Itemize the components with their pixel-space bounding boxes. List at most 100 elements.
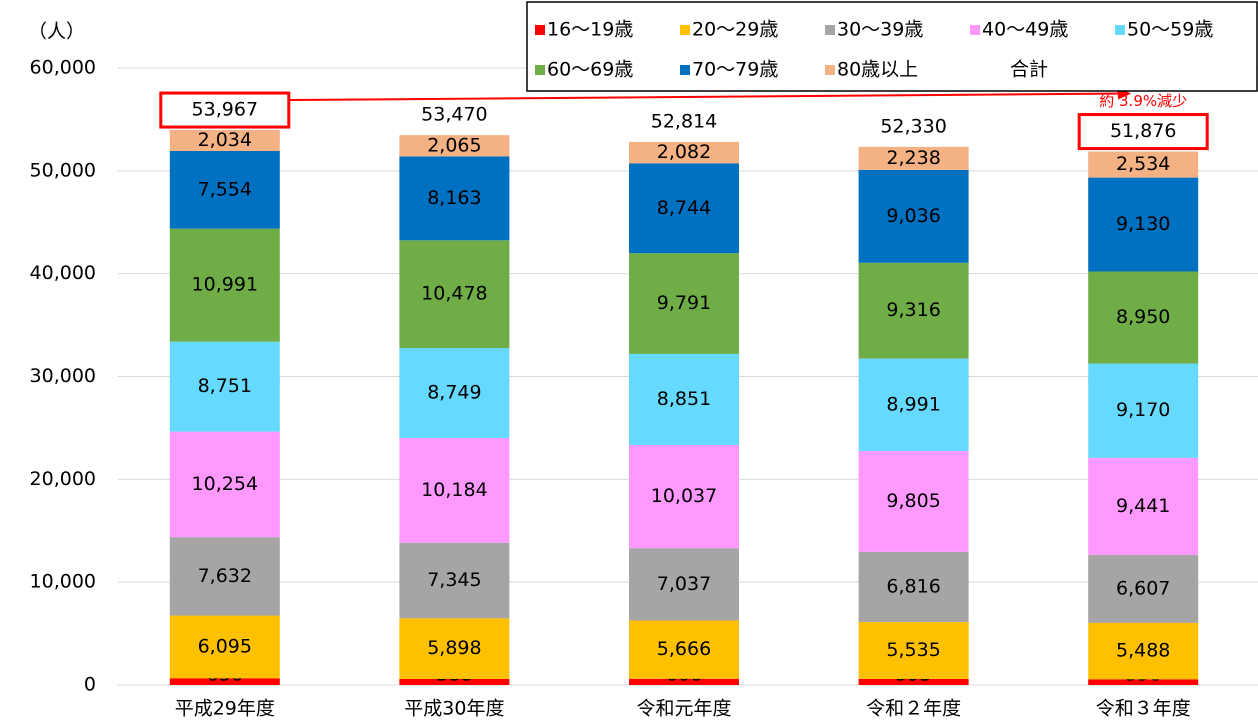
data-label: 7,037 — [657, 573, 711, 595]
total-label: 52,814 — [651, 110, 717, 132]
y-tick-label: 60,000 — [30, 57, 96, 79]
x-tick-label: 令和元年度 — [636, 698, 731, 720]
data-label: 9,791 — [657, 292, 711, 314]
bar-segment — [1088, 622, 1199, 680]
bar-segment — [1088, 679, 1199, 685]
data-label: 10,254 — [192, 473, 258, 495]
total-label: 51,876 — [1110, 120, 1176, 142]
legend-label: 50〜59歳 — [1127, 19, 1213, 41]
data-label: 5,488 — [1116, 640, 1170, 662]
bar-segment — [858, 358, 969, 452]
bar-segment — [399, 240, 510, 349]
x-tick-label: 平成30年度 — [404, 698, 504, 720]
data-label: 8,950 — [1116, 306, 1170, 328]
legend-label: 60〜69歳 — [547, 59, 633, 81]
bar-segment — [169, 431, 280, 538]
data-label: 2,534 — [1116, 153, 1170, 175]
data-label: 2,238 — [886, 147, 940, 169]
bar-segment — [858, 146, 969, 170]
bar-segment — [1088, 457, 1199, 555]
y-tick-label: 10,000 — [30, 571, 96, 593]
y-tick-label: 40,000 — [30, 262, 96, 284]
total-label: 53,967 — [192, 99, 258, 121]
bar-segment — [629, 353, 739, 445]
bar-segment — [858, 551, 969, 622]
total-label: 52,330 — [880, 115, 946, 137]
bar-segment — [858, 262, 969, 359]
bar-segment — [169, 150, 280, 229]
y-tick-label: 20,000 — [30, 468, 96, 490]
bar-segment — [169, 615, 280, 679]
bar-segment — [629, 141, 739, 164]
data-label: 8,991 — [886, 393, 940, 415]
legend-label: 30〜39歳 — [837, 19, 923, 41]
bar-segment — [1088, 271, 1199, 364]
highlight-box — [159, 91, 291, 129]
data-label: 10,184 — [421, 479, 487, 501]
data-label: 2,034 — [198, 129, 252, 151]
bar-segment — [629, 444, 739, 549]
data-label: 7,345 — [427, 569, 481, 591]
y-tick-label: 0 — [84, 674, 96, 696]
legend-swatch — [825, 65, 835, 75]
data-label: 5,535 — [886, 639, 940, 661]
data-label: 8,163 — [427, 187, 481, 209]
y-tick-label: 50,000 — [30, 159, 96, 181]
data-label: 9,316 — [886, 299, 940, 321]
legend-label: 80歳以上 — [837, 59, 918, 81]
legend-label: 16〜19歳 — [547, 19, 633, 41]
data-label: 6,095 — [198, 635, 252, 657]
bar-segment — [1088, 554, 1199, 623]
bar-segment — [858, 169, 969, 263]
bar-segment — [629, 678, 739, 685]
bar-segment — [858, 678, 969, 685]
data-label: 8,749 — [427, 382, 481, 404]
legend-swatch — [535, 65, 545, 75]
annotation: 約 3.9%減少 — [1099, 92, 1187, 110]
bar-segment — [629, 620, 739, 679]
data-label: 10,478 — [421, 283, 487, 305]
bar-segment — [169, 341, 280, 432]
data-label: 2,065 — [427, 134, 481, 156]
data-label: 10,037 — [651, 485, 717, 507]
data-label: 9,441 — [1116, 495, 1170, 517]
bar-segment — [169, 228, 280, 342]
data-label: 8,751 — [198, 375, 252, 397]
bar-segment — [169, 537, 280, 616]
bar-segment — [858, 621, 969, 679]
data-label: 6,607 — [1116, 577, 1170, 599]
bar-segment — [1088, 363, 1199, 458]
legend-swatch — [970, 25, 980, 35]
bar-segment — [629, 253, 739, 354]
legend-swatch — [1115, 25, 1125, 35]
bar-segment — [399, 618, 510, 679]
bar-segment — [399, 678, 510, 685]
bar-segment — [858, 451, 969, 552]
bar-segment — [629, 163, 739, 254]
arrow — [288, 92, 1124, 102]
bar-segment — [169, 130, 280, 151]
data-label: 5,898 — [427, 637, 481, 659]
legend-swatch — [825, 25, 835, 35]
y-axis-label: （人） — [28, 21, 85, 43]
legend-box — [526, 1, 1258, 92]
legend-label: 70〜79歳 — [692, 59, 778, 81]
legend-label: 20〜29歳 — [692, 19, 778, 41]
bar-segment — [399, 542, 510, 619]
data-label: 9,036 — [886, 205, 940, 227]
bar-segment — [1088, 177, 1199, 272]
data-label: 2,082 — [657, 141, 711, 163]
data-label: 9,170 — [1116, 399, 1170, 421]
total-label: 53,470 — [421, 104, 487, 126]
legend-swatch — [680, 25, 690, 35]
data-label: 10,991 — [192, 274, 258, 296]
data-label: 9,805 — [886, 490, 940, 512]
bar-segment — [169, 678, 280, 685]
data-label: 8,851 — [657, 388, 711, 410]
x-tick-label: 令和２年度 — [866, 698, 961, 720]
legend-swatch — [535, 25, 545, 35]
data-label: 8,744 — [657, 197, 711, 219]
bar-segment — [629, 548, 739, 621]
data-label: 9,130 — [1116, 213, 1170, 235]
